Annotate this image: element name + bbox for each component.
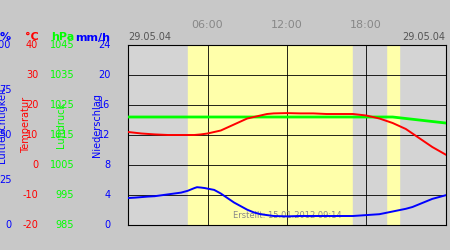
Text: 4: 4: [104, 190, 110, 200]
Text: 16: 16: [98, 100, 110, 110]
Text: 995: 995: [56, 190, 74, 200]
Text: 12: 12: [98, 130, 110, 140]
Text: 75: 75: [0, 85, 11, 95]
Text: Luftfeuchtigkeit: Luftfeuchtigkeit: [0, 87, 7, 163]
Text: 1045: 1045: [50, 40, 74, 50]
Text: 0: 0: [32, 160, 38, 170]
Text: 06:00: 06:00: [192, 20, 223, 30]
Text: -20: -20: [22, 220, 38, 230]
Text: 985: 985: [56, 220, 74, 230]
Text: 1015: 1015: [50, 130, 74, 140]
Bar: [353, 45, 386, 225]
Text: 0: 0: [104, 220, 110, 230]
Text: Niederschlag: Niederschlag: [92, 93, 102, 157]
Text: Temperatur: Temperatur: [21, 97, 31, 153]
Bar: [188, 45, 399, 225]
Text: hPa: hPa: [51, 32, 74, 42]
Text: 8: 8: [104, 160, 110, 170]
Text: 1005: 1005: [50, 160, 74, 170]
Text: mm/h: mm/h: [75, 32, 110, 42]
Text: 24: 24: [98, 40, 110, 50]
Text: 30: 30: [26, 70, 38, 80]
Text: 40: 40: [26, 40, 38, 50]
Text: Erstellt: 15.01.2012 09:14: Erstellt: 15.01.2012 09:14: [233, 210, 341, 220]
Text: 20: 20: [26, 100, 38, 110]
Text: -10: -10: [22, 190, 38, 200]
Text: 18:00: 18:00: [350, 20, 382, 30]
Text: 29.05.04: 29.05.04: [402, 32, 446, 42]
Text: %: %: [0, 32, 11, 42]
Text: 29.05.04: 29.05.04: [128, 32, 171, 42]
Text: 1025: 1025: [50, 100, 74, 110]
Text: 50: 50: [0, 130, 11, 140]
Text: 10: 10: [26, 130, 38, 140]
Text: 1035: 1035: [50, 70, 74, 80]
Text: °C: °C: [24, 32, 38, 42]
Text: 20: 20: [98, 70, 110, 80]
Text: 12:00: 12:00: [271, 20, 303, 30]
Text: 0: 0: [5, 220, 11, 230]
Text: Luftdruck: Luftdruck: [56, 102, 66, 148]
Text: 100: 100: [0, 40, 11, 50]
Text: 25: 25: [0, 175, 11, 185]
